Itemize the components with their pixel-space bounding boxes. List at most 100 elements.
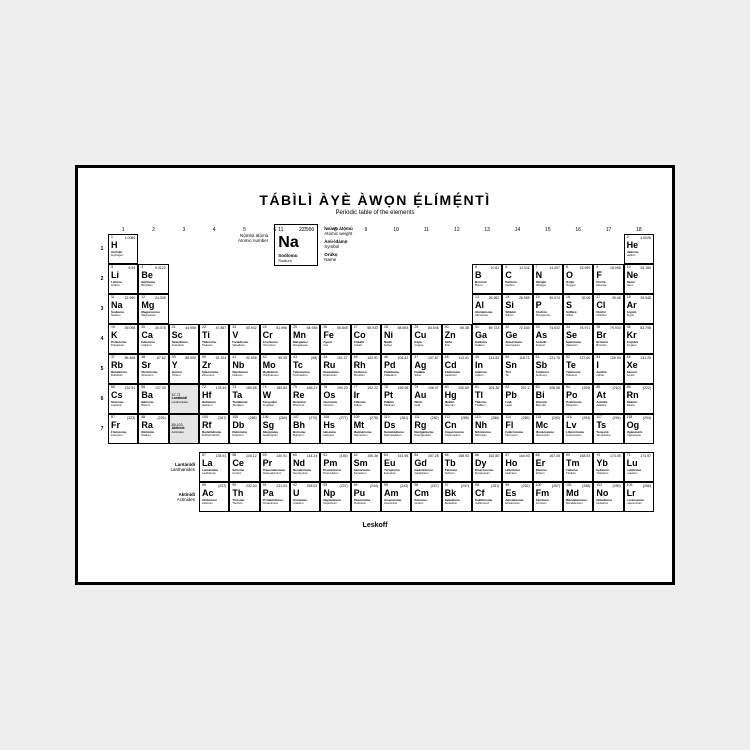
- element-Lr: 103(266)LrLọrẹ́nsíomuLawrencium: [624, 482, 654, 512]
- group-label-16: 16: [563, 224, 593, 234]
- element-Pa: 91231.04PaProtaktíníomuProtactinium: [260, 482, 290, 512]
- group-label-18: 18: [624, 224, 654, 234]
- element-Kr: 3683.798KrKríptónìKrypton: [624, 324, 654, 354]
- element-Cu: 2963.546CuKọ́pàCopper: [411, 324, 441, 354]
- element-Lu: 71174.97LuLutẹ́tíomuLutetium: [624, 452, 654, 482]
- element-Rf: 104(267)RfRudẹfódíomuRutherfordium: [199, 414, 229, 444]
- element-Br: 3579.904BrBrómínìBromine: [593, 324, 623, 354]
- element-Ho: 67164.93HoHólmíomuHolmium: [502, 452, 532, 482]
- element-Na: 1122.990NaSodíomuSodium: [108, 294, 138, 324]
- element-Pu: 94(244)PuPlutóníomuPlutonium: [351, 482, 381, 512]
- element-Fr: 87(223)FrFránsíomuFrancium: [108, 414, 138, 444]
- element-Th: 90232.04ThTóríomuThorium: [229, 482, 259, 512]
- period-label-7: 7: [96, 414, 108, 444]
- element-Sm: 62150.36SmSamáríomuSamarium: [351, 452, 381, 482]
- element-Nb: 4192.906NbNaịóbíomuNiobium: [229, 354, 259, 384]
- element-N: 714.007NNítrójìnNitrogen: [533, 264, 563, 294]
- element-Ra: 88(226)RaRédíomuRadium: [138, 414, 168, 444]
- element-Tl: 81204.38TlTálíomuThallium: [472, 384, 502, 414]
- element-Bi: 83208.98BiBísmọ́tìBismuth: [533, 384, 563, 414]
- legend-name2: Sodium: [278, 258, 314, 263]
- element-Ce: 58140.12CeSéríomuCerium: [229, 452, 259, 482]
- period-label-3: 3: [96, 294, 108, 324]
- element-C: 612.011CKárbónìCarbon: [502, 264, 532, 294]
- element-Mc: 115(290)McMọskóvíomuMoscovium: [533, 414, 563, 444]
- element-Ni: 2858.693NiNíkẹ́lìNickel: [381, 324, 411, 354]
- element-Rn: 86(222)RnRádónìRadon: [624, 384, 654, 414]
- element-Pr: 59140.91PrPraseodímíomuPraseodymium: [260, 452, 290, 482]
- element-K: 1939.098KPotásíomuPotassium: [108, 324, 138, 354]
- element-Cr: 2451.996CrKrómíomuChromium: [260, 324, 290, 354]
- element-Rg: 111(282)RgRẹntgẹ́níomuRoentgenium: [411, 414, 441, 444]
- element-Rh: 45102.91RhRódíomuRhodium: [351, 354, 381, 384]
- element-Rb: 3785.468RbRubídíomuRubidium: [108, 354, 138, 384]
- legend-sym: Na: [278, 235, 314, 251]
- element-Te: 52127.60TeTẹlúríomuTellurium: [563, 354, 593, 384]
- placeholder-lan: 57-71LantànìdìLanthanides: [169, 384, 199, 414]
- group-label-11: 11: [411, 224, 441, 234]
- element-Cm: 96(247)CmKúríomuCurium: [411, 482, 441, 512]
- periodic-table-grid: 123456789101112131415161718123456711.008…: [96, 224, 654, 512]
- element-W: 74183.84WTúngstẹ́nìTungsten: [260, 384, 290, 414]
- element-Hg: 80200.59HgMẹ́kúrìMercury: [442, 384, 472, 414]
- group-label-14: 14: [502, 224, 532, 234]
- period-label-6: 6: [96, 384, 108, 414]
- element-Se: 3478.971SeSẹléníomuSelenium: [563, 324, 593, 354]
- legend-right: Ìwúwo átọ́mùAtomic weight Àmì-ìdámọ̀Symb…: [324, 226, 353, 265]
- element-In: 49114.82InÍndíomuIndium: [472, 354, 502, 384]
- element-Xe: 54131.29XeSénónìXenon: [624, 354, 654, 384]
- element-At: 85(210)AtÁstátínìAstatine: [593, 384, 623, 414]
- element-Co: 2758.933CoKóbáltìCobalt: [351, 324, 381, 354]
- period-label-4: 4: [96, 324, 108, 354]
- element-Ba: 56137.33BaBáríomuBarium: [138, 384, 168, 414]
- element-Os: 76190.23OsỌ́smíomuOsmium: [320, 384, 350, 414]
- element-Ds: 110(281)DsDamstádíomuDarmstadtium: [381, 414, 411, 444]
- element-Pm: 61(145)PmPromẹ́tíomuPromethium: [320, 452, 350, 482]
- element-Fe: 2655.845FeÁyọ̀nìIron: [320, 324, 350, 354]
- element-Cf: 98(251)CfKalifóníomuCalifornium: [472, 482, 502, 512]
- element-Zn: 3065.38ZnSínkìZinc: [442, 324, 472, 354]
- element-Cs: 55132.91CsSésíomuCaesium: [108, 384, 138, 414]
- element-Nd: 60144.24NdNeodímíomuNeodymium: [290, 452, 320, 482]
- element-Cl: 1735.45ClKlórínìChlorine: [593, 294, 623, 324]
- title-main: TÁBÌLÌ ÀYÈ ÀWỌN Ẹ́LÍMẸ́NTÌ: [96, 192, 654, 208]
- element-Ac: 89(227)AcAktíníomuActinium: [199, 482, 229, 512]
- period-label-5: 5: [96, 354, 108, 384]
- group-label-9: 9: [351, 224, 381, 234]
- element-Sr: 3887.62SrStróntíomuStrontium: [138, 354, 168, 384]
- series-label-lan: LantànìdìLanthanides: [96, 452, 199, 482]
- element-Yb: 70173.05YbItẹbíomuYtterbium: [593, 452, 623, 482]
- group-label-2: 2: [138, 224, 168, 234]
- element-Fl: 114(289)FlFẹlẹ́róvíomuFlerovium: [502, 414, 532, 444]
- element-Au: 79196.97AuWúràGold: [411, 384, 441, 414]
- group-label-15: 15: [533, 224, 563, 234]
- element-Si: 1428.085SiSílíkọ̀nìSilicon: [502, 294, 532, 324]
- element-O: 815.999OỌ́síjìnOxygen: [563, 264, 593, 294]
- element-Nh: 113(286)NhNìhóníomuNihonium: [472, 414, 502, 444]
- element-Np: 93(237)NpNẹptúníomuNeptunium: [320, 482, 350, 512]
- legend-sample-cell: 11 22.990 Na Sodíomu Sodium: [274, 224, 318, 266]
- element-Dy: 66162.50DyDisprósíomuDysprosium: [472, 452, 502, 482]
- element-H: 11.0080HÁídrójìnHydrogen: [108, 234, 138, 264]
- element-Al: 1326.982AlAlùmíníomuAluminium: [472, 294, 502, 324]
- element-Zr: 4091.224ZrSẹ́kóníomuZirconium: [199, 354, 229, 384]
- periodic-table-poster: TÁBÌLÌ ÀYÈ ÀWỌN Ẹ́LÍMẸ́NTÌ Periodic tabl…: [75, 165, 675, 585]
- element-Og: 118(294)OgOgánẹ́sọ̀nìOganesson: [624, 414, 654, 444]
- group-label-12: 12: [442, 224, 472, 234]
- element-P: 1530.974PFósfórùPhosphorus: [533, 294, 563, 324]
- placeholder-act: 89-103AktinìdìActinides: [169, 414, 199, 444]
- element-V: 2350.942VFanádíomuVanadium: [229, 324, 259, 354]
- element-Ar: 1839.948ArÁrgónìArgon: [624, 294, 654, 324]
- legend-left: Nọ́mbà átọ́mùAtomic number: [238, 233, 268, 257]
- element-Li: 36.94LiLítíomuLithium: [108, 264, 138, 294]
- element-B: 510.81BBóróònìBoron: [472, 264, 502, 294]
- element-Sc: 2144.956ScSkándíomuScandium: [169, 324, 199, 354]
- element-Bh: 107(270)BhBóríomuBohrium: [290, 414, 320, 444]
- element-Pb: 82207.2PbLẹ́dìLead: [502, 384, 532, 414]
- element-Sg: 106(269)SgSíbọ́gíomuSeaborgium: [260, 414, 290, 444]
- element-Bk: 97(247)BkBẹkẹ́líomuBerkelium: [442, 482, 472, 512]
- element-Re: 75186.21ReRéníomuRhenium: [290, 384, 320, 414]
- element-As: 3374.922AsÁséníkìArsenic: [533, 324, 563, 354]
- element-Db: 105(268)DbDúbníomuDubnium: [229, 414, 259, 444]
- element-Po: 84(209)PoPolóníomuPolonium: [563, 384, 593, 414]
